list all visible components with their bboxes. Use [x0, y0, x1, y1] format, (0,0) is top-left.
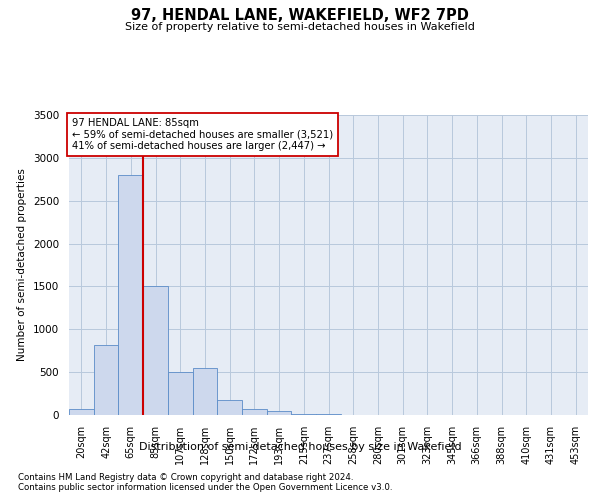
- Bar: [316, 414, 341, 415]
- Bar: [193, 368, 217, 415]
- Bar: [118, 175, 143, 415]
- Bar: [292, 414, 316, 415]
- Text: Distribution of semi-detached houses by size in Wakefield: Distribution of semi-detached houses by …: [139, 442, 461, 452]
- Y-axis label: Number of semi-detached properties: Number of semi-detached properties: [17, 168, 28, 362]
- Text: Size of property relative to semi-detached houses in Wakefield: Size of property relative to semi-detach…: [125, 22, 475, 32]
- Bar: [267, 410, 292, 415]
- Bar: [242, 410, 267, 415]
- Text: 97 HENDAL LANE: 85sqm
← 59% of semi-detached houses are smaller (3,521)
41% of s: 97 HENDAL LANE: 85sqm ← 59% of semi-deta…: [71, 118, 333, 151]
- Bar: [69, 408, 94, 415]
- Text: Contains HM Land Registry data © Crown copyright and database right 2024.: Contains HM Land Registry data © Crown c…: [18, 472, 353, 482]
- Bar: [168, 372, 193, 415]
- Bar: [217, 400, 242, 415]
- Bar: [94, 344, 118, 415]
- Text: Contains public sector information licensed under the Open Government Licence v3: Contains public sector information licen…: [18, 484, 392, 492]
- Bar: [143, 286, 168, 415]
- Text: 97, HENDAL LANE, WAKEFIELD, WF2 7PD: 97, HENDAL LANE, WAKEFIELD, WF2 7PD: [131, 8, 469, 22]
